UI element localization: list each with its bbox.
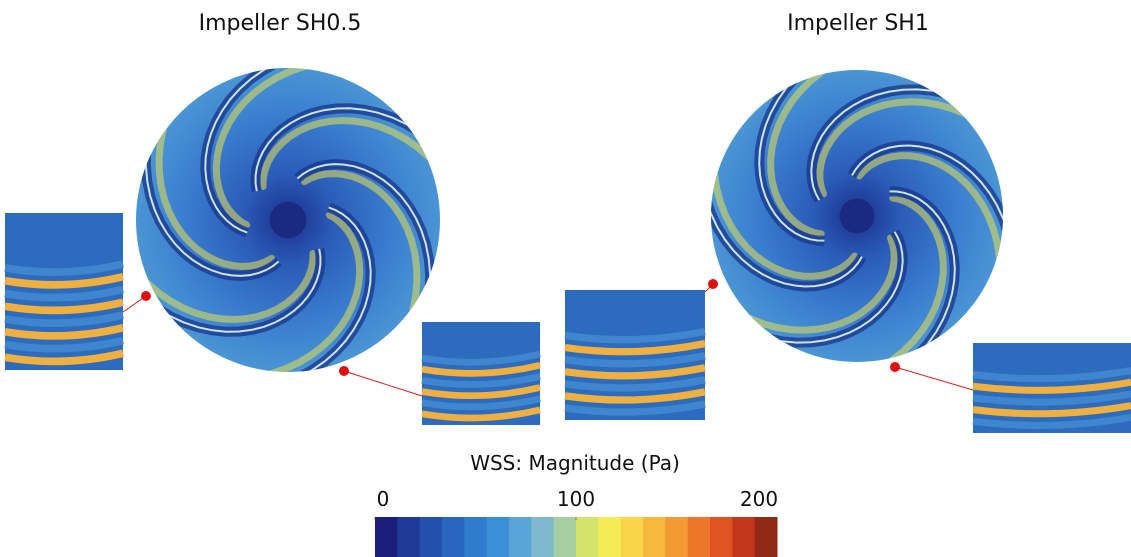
colorbar-segment [732, 517, 756, 557]
hub [269, 201, 307, 239]
inset [4, 213, 151, 370]
stripe [564, 327, 706, 344]
stripe [4, 324, 124, 340]
streak [212, 68, 325, 229]
impeller-left [136, 68, 440, 372]
stripe [564, 352, 706, 368]
stripe [4, 298, 124, 315]
colorbar-tick-label: 0 [377, 487, 390, 511]
colorbar-segment [419, 517, 443, 557]
stripe [564, 400, 706, 416]
colorbar-segment [486, 517, 510, 557]
colorbar-segment [375, 517, 398, 557]
colorbar-segment [397, 517, 421, 557]
stripe [421, 384, 541, 400]
stripe [564, 340, 706, 356]
colorbar-segment [531, 517, 555, 557]
colorbar-tick-label: 100 [557, 487, 595, 511]
colorbar-segment [553, 517, 577, 557]
blade [144, 133, 280, 277]
streak [300, 170, 421, 332]
stripe [972, 402, 1131, 418]
stripe [564, 364, 706, 380]
stripe [421, 361, 541, 377]
stripe [4, 272, 124, 289]
colorbar-segment [687, 517, 711, 557]
stripe [972, 367, 1131, 383]
streak [711, 154, 859, 280]
stripe [421, 406, 541, 422]
panel-title: Impeller SH0.5 [199, 11, 362, 36]
colorbar-segment [620, 517, 644, 557]
colorbar-tick-label: 200 [740, 487, 778, 511]
hub [839, 198, 875, 234]
stripe [421, 373, 541, 388]
stripe [972, 413, 1131, 429]
streak [251, 211, 364, 372]
colorbar-segment [643, 517, 666, 557]
impeller-right [711, 70, 1003, 362]
stripe [4, 285, 124, 302]
streak [731, 234, 898, 334]
blade [282, 206, 372, 372]
blade [142, 248, 322, 333]
stripe [972, 390, 1131, 406]
streak [259, 116, 440, 191]
stripe [564, 388, 706, 404]
streak [816, 98, 983, 198]
blade [711, 183, 863, 288]
blade [758, 70, 825, 242]
stripe [4, 349, 124, 366]
streak [874, 194, 947, 362]
colorbar-segment [576, 517, 599, 557]
colorbar-segment [442, 517, 465, 557]
colorbar-segment [665, 517, 689, 557]
colorbar-segment [509, 517, 532, 557]
blade [751, 231, 904, 344]
stripe [972, 378, 1131, 394]
colorbar-label: WSS: Magnitude (Pa) [470, 451, 680, 475]
blade [810, 88, 963, 201]
stripe [421, 350, 541, 366]
stripe [4, 311, 124, 327]
stripe [564, 376, 706, 392]
streak [155, 108, 276, 270]
blade [296, 163, 432, 307]
blade [204, 68, 294, 234]
colorbar-segment [464, 517, 488, 557]
inset [890, 343, 1131, 433]
colorbar-segment [598, 517, 622, 557]
blade [851, 144, 1003, 249]
stripe [4, 260, 124, 276]
stripe [4, 336, 124, 353]
streak [767, 70, 840, 238]
inset [564, 279, 718, 420]
colorbar: 0 100 200 [374, 487, 778, 557]
blade [254, 107, 434, 192]
streak [855, 152, 1003, 278]
colorbar-segment [754, 517, 778, 557]
panel-title: Impeller SH1 [787, 11, 929, 36]
streak [136, 249, 317, 324]
stripe [421, 395, 541, 411]
inset [339, 322, 541, 425]
colorbar-segment [710, 517, 733, 557]
blade [889, 190, 956, 362]
